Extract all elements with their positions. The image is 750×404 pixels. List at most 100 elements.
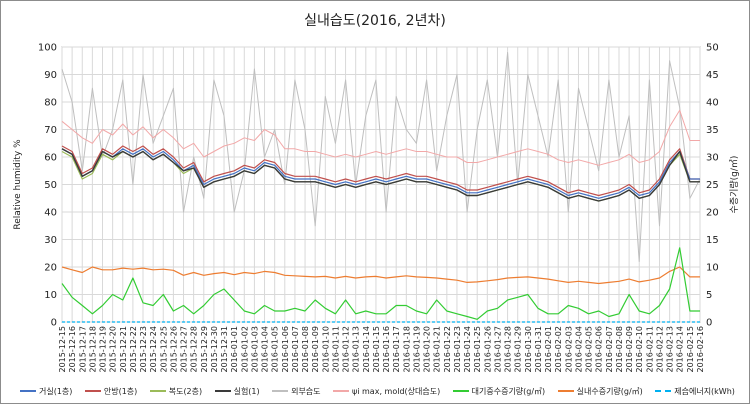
x-tick-label: 2016-01-20 — [423, 326, 432, 373]
legend-swatch — [332, 390, 349, 392]
x-tick-label: 2016-02-01 — [544, 326, 553, 373]
x-tick-label: 2016-02-06 — [595, 326, 604, 373]
x-tick-label: 2016-01-01 — [230, 326, 239, 373]
y2-tick-label: 40 — [706, 98, 719, 109]
legend-item: 거실(1층) — [20, 386, 72, 397]
y2-tick-label: 45 — [706, 70, 719, 81]
x-tick-label: 2016-02-12 — [655, 326, 664, 373]
x-tick-label: 2016-01-12 — [342, 326, 351, 373]
x-tick-label: 2016-02-04 — [574, 326, 583, 373]
x-tick-label: 2016-02-09 — [625, 326, 634, 373]
legend-label: 제습에너지(kWh) — [674, 386, 735, 396]
legend-item: 제습에너지(kWh) — [655, 386, 735, 397]
x-tick-label: 2016-01-28 — [504, 326, 513, 373]
y2-tick-label: 35 — [706, 125, 719, 136]
series-line-1 — [61, 145, 700, 197]
x-tick-label: 2015-12-22 — [129, 326, 138, 373]
legend-item: 실험(1) — [214, 386, 260, 397]
x-tick-label: 2016-01-21 — [433, 326, 442, 373]
y-tick-label: 90 — [44, 70, 57, 81]
x-tick-label: 2015-12-20 — [109, 326, 118, 373]
legend-item: 외부습도 — [272, 386, 321, 397]
x-tick-label: 2016-02-02 — [554, 326, 563, 373]
y-tick-label: 30 — [44, 235, 57, 246]
series-line-4 — [61, 52, 701, 262]
x-tick-label: 2015-12-31 — [220, 326, 229, 373]
x-tick-label: 2016-02-03 — [564, 326, 573, 373]
series-line-7 — [61, 266, 700, 285]
x-tick-label: 2016-02-13 — [666, 326, 675, 373]
legend-swatch — [149, 390, 166, 392]
x-tick-label: 2016-01-07 — [291, 326, 300, 373]
x-tick-label: 2016-01-05 — [271, 326, 280, 373]
legend-swatch — [452, 390, 469, 392]
y-tick-label: 100 — [38, 43, 57, 54]
legend-item: 대기중수증기량(g/㎥) — [452, 386, 546, 397]
x-tick-label: 2016-02-14 — [676, 326, 685, 373]
legend-label: 실내수증기량(g/㎥) — [576, 386, 643, 396]
y-tick-label: 60 — [44, 153, 57, 164]
y2-axis-title: 수증기량(g/㎥) — [728, 156, 740, 214]
legend-swatch — [272, 390, 289, 392]
legend-label: 복도(2층) — [168, 386, 203, 396]
x-tick-label: 2016-01-06 — [281, 326, 290, 373]
y-tick-label: 80 — [44, 98, 57, 109]
legend-item: 복도(2층) — [149, 386, 203, 397]
y-tick-label: 10 — [44, 290, 57, 301]
y-axis-title: Relative humidity % — [13, 139, 23, 230]
series-line-3 — [61, 148, 700, 202]
x-tick-label: 2015-12-26 — [169, 326, 178, 373]
x-tick-label: 2015-12-25 — [159, 326, 168, 373]
x-tick-label: 2016-01-04 — [261, 326, 270, 373]
chart-title: 실내습도(2016, 2년차) — [304, 13, 446, 29]
x-tick-label: 2016-01-19 — [412, 326, 421, 373]
x-tick-label: 2015-12-21 — [119, 326, 128, 373]
series-line-0 — [61, 148, 700, 199]
x-tick-label: 2016-01-11 — [331, 326, 340, 373]
x-tick-label: 2016-01-22 — [443, 326, 452, 373]
x-tick-label: 2015-12-17 — [78, 326, 87, 373]
x-tick-label: 2015-12-15 — [58, 326, 67, 373]
legend-swatch — [655, 390, 672, 392]
chart-legend: 거실(1층) 안방(1층) 복도(2층) 실험(1) 외부습도 ψi max, mold(… — [20, 383, 735, 399]
x-tick-label: 2016-01-03 — [250, 326, 259, 373]
x-tick-label: 2016-01-26 — [483, 326, 492, 373]
x-tick-label: 2016-01-30 — [524, 326, 533, 373]
y2-tick-label: 20 — [706, 208, 719, 219]
x-tick-label: 2016-02-07 — [605, 326, 614, 373]
x-tick-label: 2016-01-29 — [514, 326, 523, 373]
legend-label: 거실(1층) — [39, 386, 73, 396]
x-tick-label: 2016-02-15 — [686, 326, 695, 373]
x-tick-label: 2016-01-17 — [392, 326, 401, 373]
legend-label: 실험(1) — [233, 386, 260, 396]
x-tick-label: 2016-02-05 — [585, 326, 594, 373]
x-tick-label: 2015-12-30 — [210, 326, 219, 373]
legend-swatch — [557, 390, 574, 392]
x-tick-label: 2016-01-18 — [402, 326, 411, 373]
x-tick-label: 2015-12-16 — [68, 326, 77, 373]
legend-item: 안방(1층) — [84, 386, 138, 397]
legend-label: 안방(1층) — [103, 386, 138, 396]
x-tick-label: 2016-02-10 — [635, 326, 644, 373]
legend-swatch — [20, 390, 36, 392]
legend-label: 대기중수증기량(g/㎥) — [471, 386, 546, 396]
series-line-5 — [61, 109, 700, 166]
y-tick-label: 40 — [44, 208, 57, 219]
legend-item: 실내수증기량(g/㎥) — [557, 386, 643, 397]
x-tick-label: 2015-12-27 — [180, 326, 189, 373]
legend-swatch — [84, 390, 101, 392]
x-tick-label: 2016-01-23 — [453, 326, 462, 373]
x-tick-label: 2016-02-08 — [615, 326, 624, 373]
x-tick-label: 2016-01-10 — [321, 326, 330, 373]
x-tick-label: 2016-01-08 — [301, 326, 310, 373]
y2-tick-label: 15 — [706, 235, 719, 246]
x-tick-label: 2015-12-29 — [200, 326, 209, 373]
series-line-6 — [61, 247, 700, 320]
x-tick-label: 2016-01-09 — [311, 326, 320, 373]
legend-label: ψi max, mold(상대습도) — [351, 386, 441, 396]
x-tick-label: 2015-12-23 — [139, 326, 148, 373]
y2-tick-label: 50 — [706, 43, 719, 54]
legend-swatch — [214, 390, 231, 392]
x-tick-label: 2016-01-24 — [463, 326, 472, 373]
